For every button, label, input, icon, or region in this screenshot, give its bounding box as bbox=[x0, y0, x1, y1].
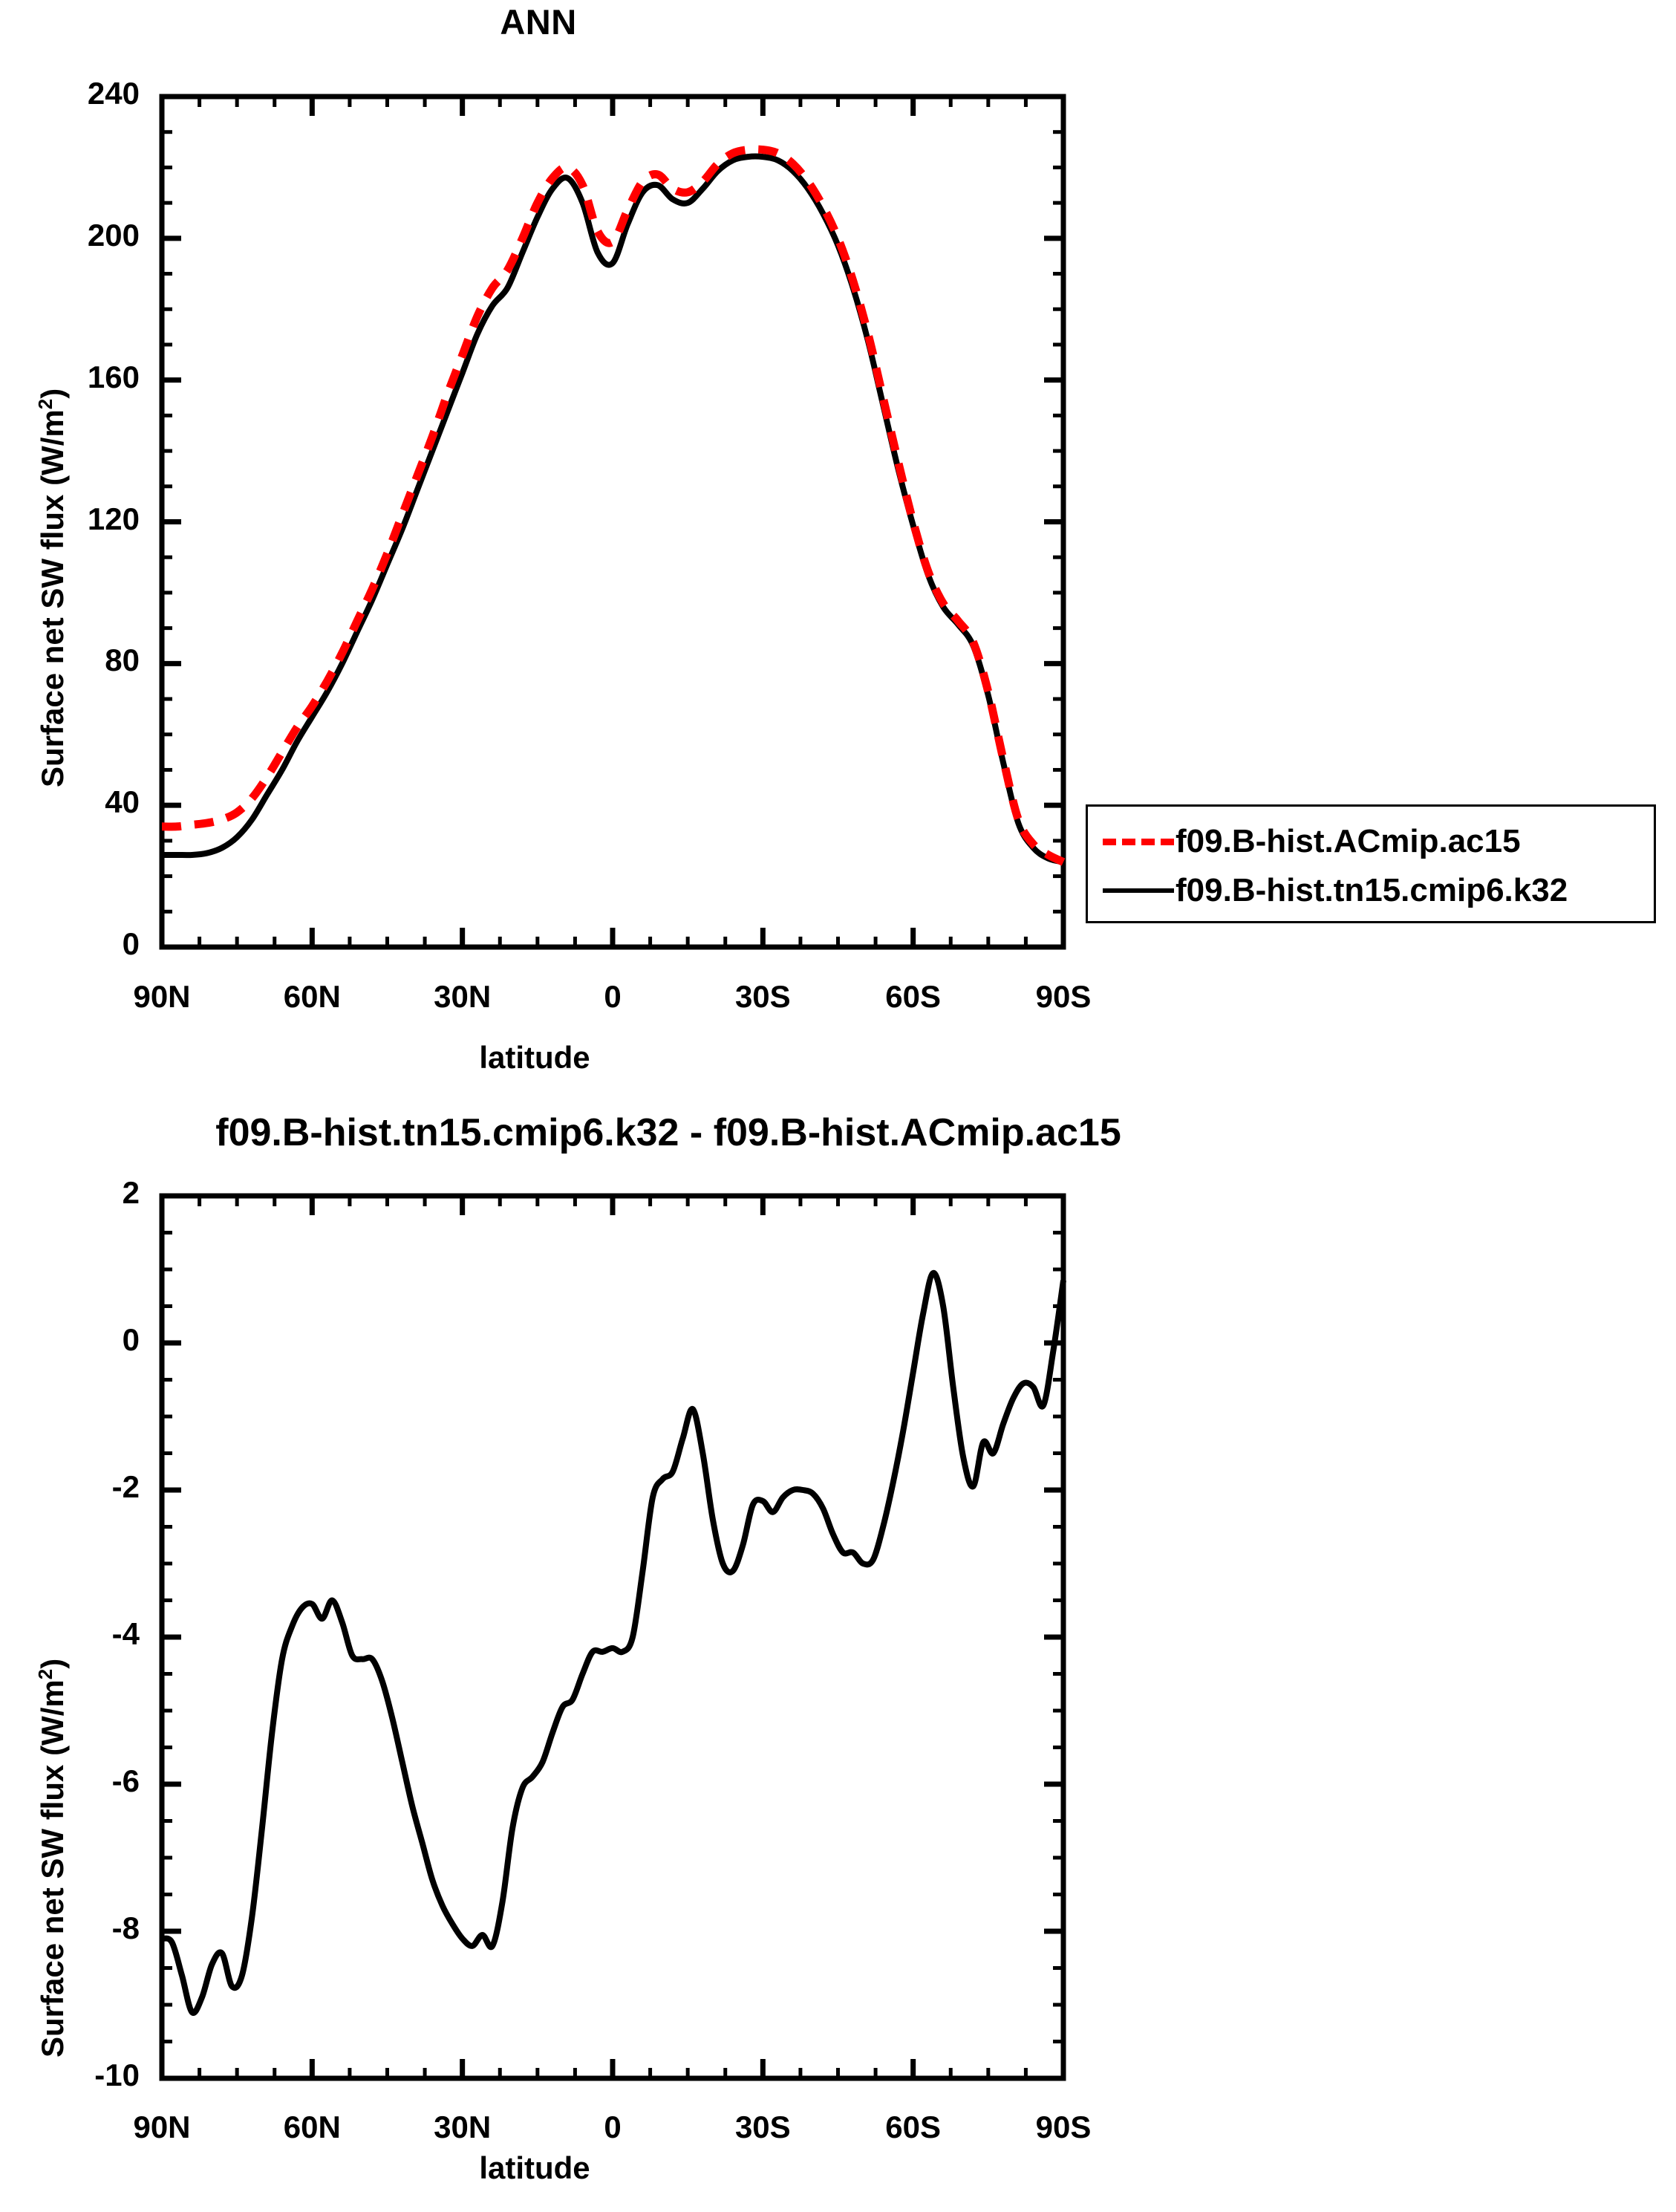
y-tick-label: 0 bbox=[122, 926, 140, 961]
legend-item-cmip6: f09.B-hist.tn15.cmip6.k32 bbox=[1088, 869, 1654, 912]
legend-swatch-solid-black bbox=[1103, 888, 1174, 893]
difference-plot-svg bbox=[159, 1193, 1066, 2081]
data-series-line bbox=[161, 145, 1066, 866]
y-tick-label: -8 bbox=[111, 1910, 140, 1945]
legend-label-acmip: f09.B-hist.ACmip.ac15 bbox=[1176, 823, 1521, 859]
y-tick-label: 0 bbox=[122, 1322, 140, 1357]
legend-label-cmip6: f09.B-hist.tn15.cmip6.k32 bbox=[1176, 872, 1568, 908]
data-series-line bbox=[162, 153, 1064, 865]
plot-frame bbox=[159, 94, 1066, 950]
y-tick-label: -6 bbox=[111, 1763, 140, 1798]
x-tick-label: 90N bbox=[133, 979, 191, 1014]
y-tick-label: 80 bbox=[105, 643, 140, 678]
y-tick-label: 120 bbox=[87, 501, 140, 536]
plot-frame bbox=[159, 1193, 1066, 2081]
page-title: ANN bbox=[500, 2, 577, 42]
x-tick-label: 0 bbox=[604, 2109, 622, 2144]
x-tick-label: 30N bbox=[434, 2109, 492, 2144]
x-tick-label: 0 bbox=[604, 979, 622, 1014]
data-series-line bbox=[160, 1269, 1066, 2016]
ann-plot-svg bbox=[159, 94, 1066, 950]
x-tick-label: 60N bbox=[283, 979, 341, 1014]
x-tick-label: 30N bbox=[434, 979, 492, 1014]
x-axis-label-top: latitude bbox=[479, 1040, 590, 1075]
y-tick-label: 2 bbox=[122, 1175, 140, 1210]
panel-ann: ANN Surface net SW flux (W/m2) latitude … bbox=[0, 0, 1676, 1099]
y-tick-label: -10 bbox=[94, 2058, 140, 2092]
y-tick-label: 40 bbox=[105, 784, 140, 820]
legend-item-acmip: f09.B-hist.ACmip.ac15 bbox=[1088, 820, 1654, 863]
x-tick-label: 30S bbox=[734, 2109, 791, 2144]
y-tick-label: 160 bbox=[87, 359, 140, 394]
legend: f09.B-hist.ACmip.ac15 f09.B-hist.tn15.cm… bbox=[1086, 804, 1656, 923]
x-tick-label: 60S bbox=[885, 2109, 942, 2144]
y-tick-label: -4 bbox=[111, 1616, 140, 1651]
legend-swatch-dashed-red bbox=[1103, 838, 1174, 845]
y-axis-label-top: Surface net SW flux (W/m2) bbox=[34, 388, 70, 787]
x-tick-label: 60N bbox=[283, 2109, 341, 2144]
y-tick-label: 200 bbox=[87, 217, 140, 253]
y-tick-label: -2 bbox=[111, 1469, 140, 1504]
y-axis-label-bottom: Surface net SW flux (W/m2) bbox=[34, 1658, 70, 2058]
difference-panel-title: f09.B-hist.tn15.cmip6.k32 - f09.B-hist.A… bbox=[215, 1111, 1121, 1154]
x-tick-label: 90S bbox=[1035, 979, 1092, 1014]
x-axis-label-bottom: latitude bbox=[479, 2150, 590, 2185]
x-tick-label: 90N bbox=[133, 2109, 191, 2144]
x-tick-label: 60S bbox=[885, 979, 942, 1014]
panel-difference: Surface net SW flux (W/m2) latitude 90N 6… bbox=[0, 1099, 1676, 2212]
x-tick-label: 30S bbox=[734, 979, 791, 1014]
x-tick-label: 90S bbox=[1035, 2109, 1092, 2144]
y-tick-label: 240 bbox=[87, 76, 140, 111]
